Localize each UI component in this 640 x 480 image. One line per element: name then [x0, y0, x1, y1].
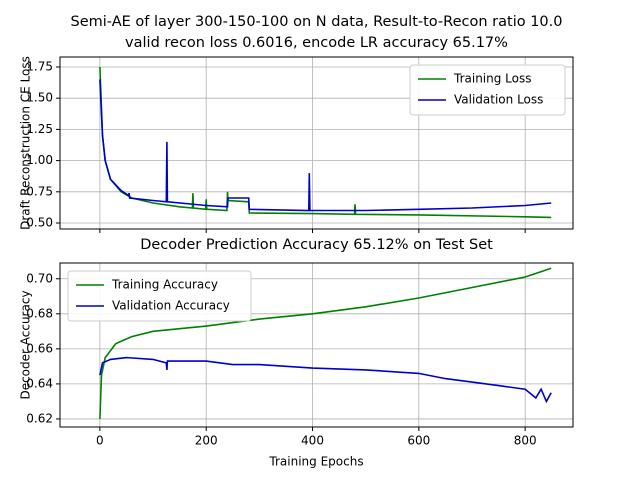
x-tick-label: 0: [96, 434, 104, 448]
legend-box: [67, 270, 252, 322]
line-series: [99, 267, 552, 419]
line-series: [99, 79, 552, 212]
y-tick-label: 0.62: [26, 411, 53, 425]
line-series: [99, 66, 552, 219]
y-tick-label: 0.70: [26, 271, 53, 285]
y-tick-label: 1.25: [26, 122, 53, 136]
x-tick-label: 600: [407, 434, 430, 448]
plot-frame: [59, 262, 574, 428]
x-tick-label: 400: [301, 434, 324, 448]
x-tick-label: 200: [195, 434, 218, 448]
x-tick-label: 800: [514, 434, 537, 448]
line-series: [99, 356, 552, 404]
chart-title: valid recon loss 0.6016, encode LR accur…: [125, 35, 508, 51]
y-tick-label: 0.75: [26, 184, 53, 198]
y-tick-label: 1.50: [26, 91, 53, 105]
chart-title: Decoder Prediction Accuracy 65.12% on Te…: [140, 237, 493, 253]
y-axis-label: Decoder Accuracy: [19, 290, 33, 399]
legend-label: Validation Accuracy: [112, 299, 230, 313]
plot-frame: [59, 56, 574, 230]
y-tick-label: 1.00: [26, 153, 53, 167]
legend-label: Training Loss: [453, 72, 531, 86]
y-axis-label: Draft Reconstruction CE Loss: [19, 56, 33, 230]
legend-box: [409, 64, 566, 116]
y-tick-label: 0.64: [26, 376, 53, 390]
y-tick-label: 0.50: [26, 216, 53, 230]
legend-label: Training Accuracy: [111, 278, 218, 292]
x-axis-label: Training Epochs: [268, 455, 363, 469]
y-tick-label: 0.68: [26, 306, 53, 320]
y-tick-label: 1.75: [26, 59, 53, 73]
y-tick-label: 0.66: [26, 341, 53, 355]
chart-title: Semi-AE of layer 300-150-100 on N data, …: [71, 14, 563, 30]
legend-label: Validation Loss: [454, 93, 543, 107]
